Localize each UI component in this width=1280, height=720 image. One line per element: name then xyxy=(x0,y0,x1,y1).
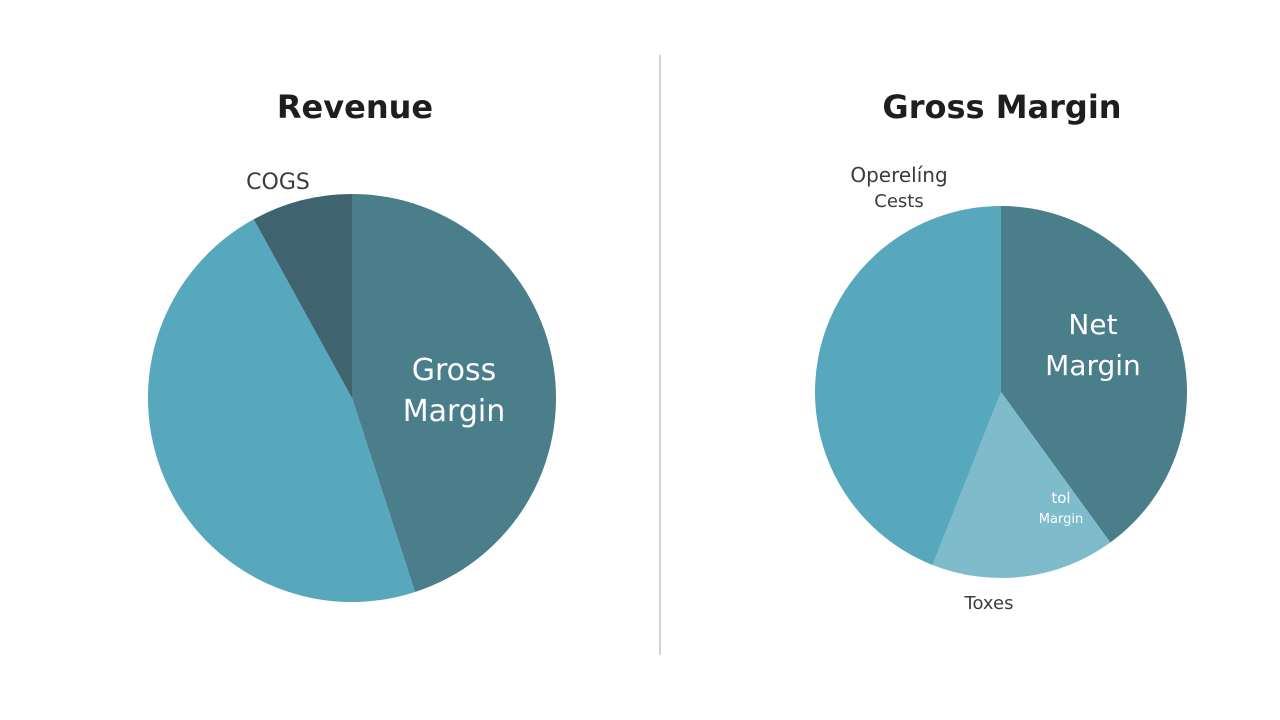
slice-label-gross-margin-line2: Margin xyxy=(403,394,505,429)
pie-revenue-slice-0 xyxy=(352,194,557,593)
slice-label-cogs: COGS xyxy=(246,170,310,195)
slice-label-small-line2: Margin xyxy=(1039,512,1083,527)
slice-label-small-line1: tol xyxy=(1051,489,1070,507)
pie-revenue-slice-2 xyxy=(253,193,352,398)
pie-revenue xyxy=(147,193,557,603)
slice-label-gross-margin-line1: Gross xyxy=(412,353,497,388)
chart-title-gross-margin: Gross Margin xyxy=(882,88,1121,126)
slice-label-taxes: Toxes xyxy=(964,593,1014,614)
pie-gross-margin-slice-1 xyxy=(932,392,1111,579)
chart-title-revenue: Revenue xyxy=(277,88,433,126)
slice-label-operating-costs-line2: Cests xyxy=(874,191,923,212)
slice-label-net-margin-line1: Net xyxy=(1068,308,1117,341)
pie-gross-margin-slice-0 xyxy=(1001,206,1188,543)
slice-label-net-margin-line2: Margin xyxy=(1045,349,1141,382)
slice-label-operating-costs-line1: Operelíng xyxy=(850,163,947,187)
pie-gross-margin xyxy=(814,206,1188,579)
pie-gross-margin-slice-2 xyxy=(814,206,1001,565)
pie-revenue-slice-1 xyxy=(147,219,416,603)
